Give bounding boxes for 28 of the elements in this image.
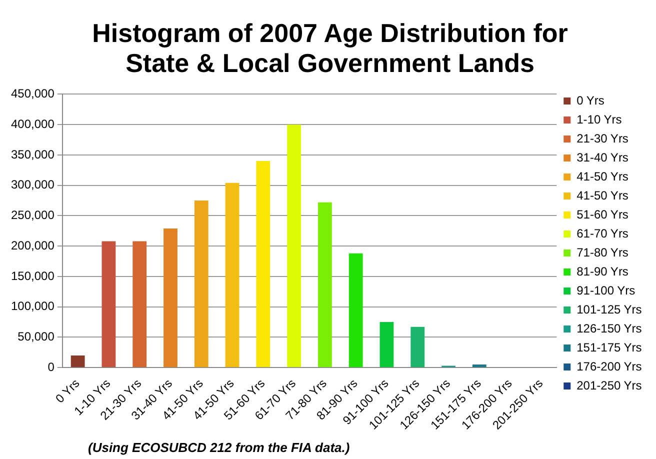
y-tick-label: 100,000 bbox=[10, 299, 55, 314]
legend-label: 101-125 Yrs bbox=[576, 302, 642, 316]
y-tick-label: 50,000 bbox=[18, 330, 55, 344]
y-tick-label: 400,000 bbox=[10, 116, 55, 131]
legend-label: 61-70 Yrs bbox=[576, 226, 628, 240]
legend-label: 51-60 Yrs bbox=[576, 207, 628, 222]
legend-label: 126-150 Yrs bbox=[576, 321, 642, 336]
legend-label: 41-50 Yrs bbox=[576, 169, 628, 184]
y-tick-label: 0 bbox=[48, 360, 55, 374]
legend-label: 91-100 Yrs bbox=[576, 283, 636, 298]
legend-label: 41-50 Yrs bbox=[576, 188, 628, 202]
legend-label: 176-200 Yrs bbox=[576, 359, 642, 374]
chart-title: Histogram of 2007 Age Distribution for State & Local Government Lands bbox=[91, 18, 569, 78]
y-tick-label: 250,000 bbox=[10, 208, 55, 222]
y-tick-label: 450,000 bbox=[10, 86, 55, 101]
y-tick-label: 300,000 bbox=[10, 178, 55, 192]
legend-label: 151-175 Yrs bbox=[576, 340, 642, 354]
legend-label: 31-40 Yrs bbox=[576, 150, 628, 164]
y-tick-label: 150,000 bbox=[10, 268, 55, 283]
legend-label: 21-30 Yrs bbox=[576, 131, 628, 146]
legend-label: 0 Yrs bbox=[576, 93, 604, 108]
text: (Using ECOSUBCD 212 from the FIA data.) bbox=[88, 440, 350, 455]
y-tick-label: 350,000 bbox=[10, 147, 55, 162]
x-tick-label: 0 Yrs bbox=[52, 376, 82, 406]
legend-label: 71-80 Yrs bbox=[576, 245, 628, 260]
y-tick-label: 200,000 bbox=[10, 238, 55, 252]
legend-label: 1-10 Yrs bbox=[576, 112, 622, 126]
legend-label: 81-90 Yrs bbox=[576, 264, 628, 278]
